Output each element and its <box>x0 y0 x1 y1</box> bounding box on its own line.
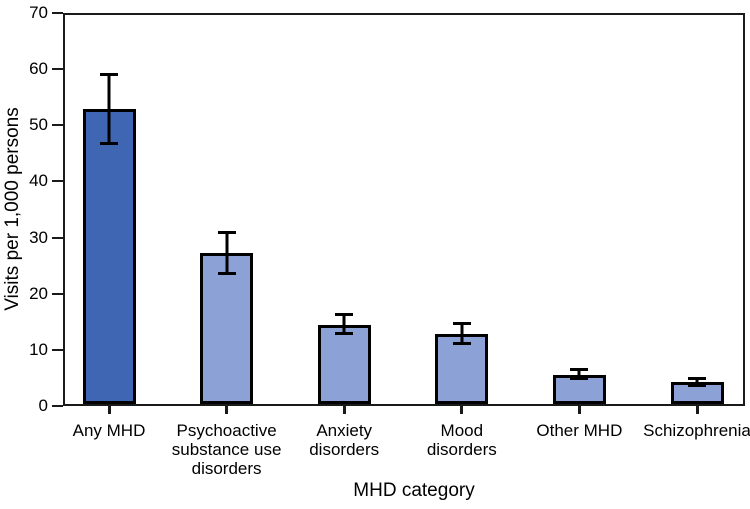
y-tick-70 <box>52 12 63 14</box>
y-tick-20 <box>52 292 63 295</box>
error-bar-cap <box>335 313 354 317</box>
x-tick-label-anxiety-disorders: Anxiety disorders <box>309 421 380 459</box>
error-bar-any-mhd <box>100 73 118 146</box>
bar-psychoactive-substance-use-disorders <box>200 253 254 404</box>
error-bar-line <box>107 73 111 146</box>
error-bar-psychoactive-substance-use-disorders <box>217 231 236 276</box>
error-bar-cap <box>570 368 589 372</box>
x-tick-label-psychoactive-substance-use-disorders: Psychoactive substance use disorders <box>171 421 282 478</box>
y-tick-label-20: 20 <box>29 283 48 303</box>
y-tick-label-70: 70 <box>29 3 48 22</box>
y-tick-label-30: 30 <box>29 227 48 247</box>
error-bar-line <box>225 231 229 276</box>
error-bar-cap <box>217 231 236 235</box>
error-bar-anxiety-disorders <box>335 313 354 335</box>
y-tick-label-40: 40 <box>29 171 48 191</box>
error-bar-cap <box>335 331 354 335</box>
error-bar-line <box>577 368 581 381</box>
error-bar-cap <box>688 376 706 380</box>
y-axis-title: Visits per 1,000 persons <box>2 107 23 311</box>
x-tick-schizophrenia <box>695 406 699 414</box>
x-tick-label-any-mhd: Any MHD <box>72 421 146 440</box>
bar-mood-disorders <box>435 334 489 404</box>
y-tick-label-0: 0 <box>38 396 48 415</box>
error-bar-cap <box>688 383 706 387</box>
error-bar-cap <box>217 272 236 276</box>
y-tick-10 <box>52 348 63 351</box>
x-tick-label-other-mhd: Other MHD <box>536 421 623 440</box>
x-tick-label-schizophrenia: Schizophrenia <box>643 421 750 440</box>
x-tick-mood-disorders <box>460 406 464 414</box>
error-bar-cap <box>452 322 471 326</box>
x-tick-other-mhd <box>577 406 581 414</box>
y-tick-label-60: 60 <box>29 59 48 79</box>
error-bar-schizophrenia <box>688 376 706 387</box>
x-tick-anxiety-disorders <box>342 406 346 414</box>
error-bar-line <box>342 313 346 335</box>
y-tick-label-10: 10 <box>29 339 48 359</box>
error-bar-mood-disorders <box>452 322 471 345</box>
x-axis-title: MHD category <box>353 480 475 501</box>
x-tick-psychoactive-substance-use-disorders <box>225 406 229 414</box>
error-bar-other-mhd <box>570 368 589 381</box>
x-tick-label-mood-disorders: Mood disorders <box>426 421 497 459</box>
plot-area <box>63 13 745 406</box>
bar-any-mhd <box>82 109 136 404</box>
y-tick-60 <box>52 68 63 71</box>
bar-anxiety-disorders <box>317 325 371 404</box>
y-tick-label-50: 50 <box>29 115 48 135</box>
x-tick-any-mhd <box>107 406 111 414</box>
y-tick-30 <box>52 236 63 239</box>
y-tick-0 <box>52 405 63 407</box>
error-bar-line <box>460 322 464 345</box>
error-bar-cap <box>570 377 589 381</box>
y-tick-40 <box>52 180 63 183</box>
error-bar-line <box>695 376 699 387</box>
error-bar-cap <box>100 142 118 146</box>
y-tick-50 <box>52 124 63 127</box>
error-bar-cap <box>452 341 471 345</box>
error-bar-cap <box>100 73 118 77</box>
